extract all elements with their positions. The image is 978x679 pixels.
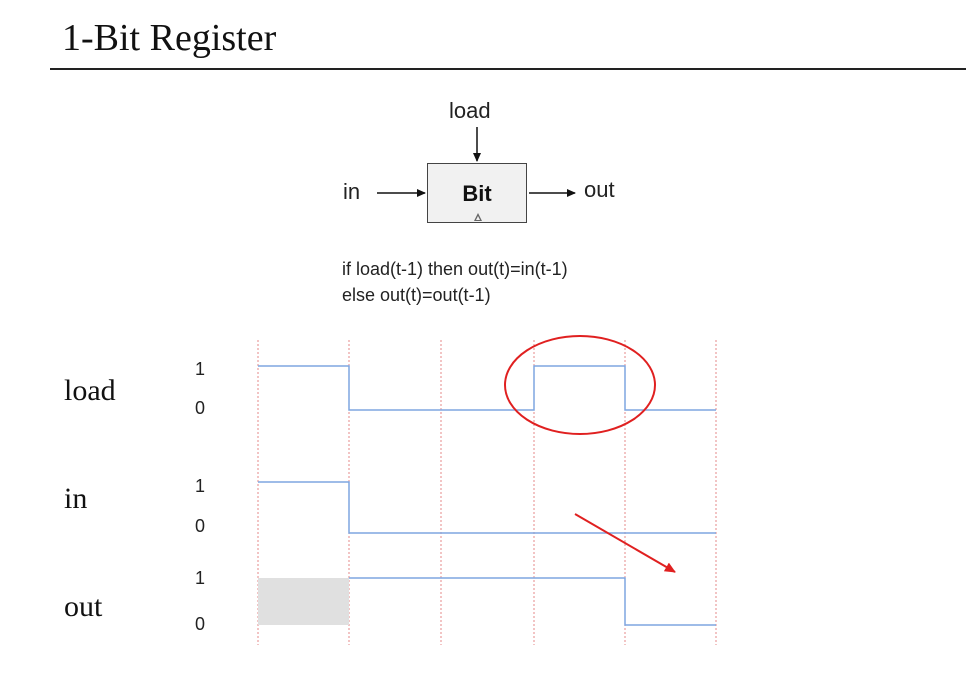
chip-name: Bit bbox=[462, 181, 492, 206]
clock-triangle-icon bbox=[474, 213, 482, 221]
signal-name-in: in bbox=[64, 482, 88, 515]
title-divider bbox=[50, 68, 966, 70]
in-low-label: 0 bbox=[195, 516, 206, 536]
out-unknown-region bbox=[258, 578, 349, 625]
in-waveform bbox=[258, 481, 716, 534]
in-input-label: in bbox=[343, 179, 361, 204]
out-waveform bbox=[349, 577, 716, 626]
out-high-label: 1 bbox=[195, 568, 206, 588]
load-highlight-ellipse bbox=[504, 335, 656, 435]
spec-line-2: else out(t)=out(t-1) bbox=[342, 285, 491, 305]
out-low-label: 0 bbox=[195, 614, 206, 634]
waveforms bbox=[258, 365, 716, 626]
annotation-arrow bbox=[574, 513, 676, 573]
bit-chip: Bit bbox=[427, 163, 527, 223]
load-input-label: load bbox=[449, 98, 491, 123]
load-high-label: 1 bbox=[195, 359, 206, 379]
load-low-label: 0 bbox=[195, 398, 206, 418]
in-high-label: 1 bbox=[195, 476, 206, 496]
out-output-label: out bbox=[584, 177, 615, 202]
signal-name-load: load bbox=[64, 374, 116, 407]
spec-line-1: if load(t-1) then out(t)=in(t-1) bbox=[342, 259, 568, 279]
signal-name-out: out bbox=[64, 590, 103, 623]
load-waveform bbox=[258, 365, 716, 411]
slide-title: 1-Bit Register bbox=[62, 17, 277, 59]
